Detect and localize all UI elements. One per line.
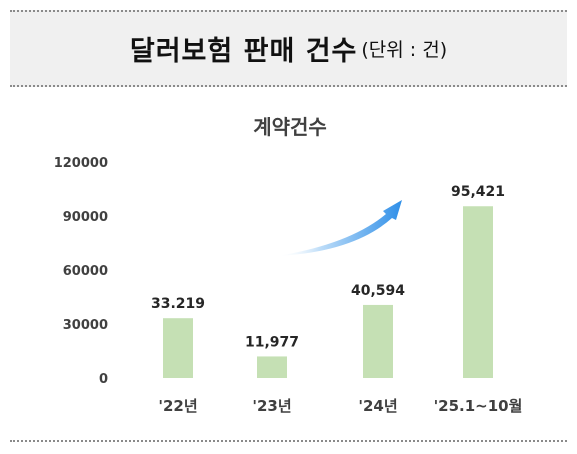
data-label: 33.219 [151,296,205,312]
x-tick-label: '22년 [158,397,197,415]
x-tick-label: '24년 [358,397,397,415]
y-tick-label: 0 [99,372,108,387]
bar [257,356,287,378]
unit-label: (단위 : 건) [361,39,448,61]
y-tick-label: 60000 [63,264,108,279]
header-banner: 달러보험 판매 건수 (단위 : 건) [10,10,567,87]
x-tick-label: '25.1~10월 [434,397,523,415]
bar-series [163,206,493,378]
trend-arrow-icon [277,200,402,256]
bar [363,304,393,378]
data-label: 40,594 [351,283,405,299]
y-tick-label: 30000 [63,318,108,333]
bar [463,206,493,378]
bar [163,318,193,378]
y-tick-label: 120000 [54,156,108,171]
data-labels: 33.219 11,977 40,594 95,421 [151,184,505,350]
data-label: 95,421 [451,184,505,200]
y-tick-label: 90000 [63,210,108,225]
page-title: 달러보험 판매 건수 [129,36,358,67]
y-axis: 120000 90000 60000 30000 0 [54,156,108,387]
chart-title: 계약건수 [253,115,327,139]
bottom-divider [10,440,567,442]
data-label: 11,977 [245,334,299,350]
x-axis: '22년 '23년 '24년 '25.1~10월 [158,397,522,415]
x-tick-label: '23년 [252,397,291,415]
